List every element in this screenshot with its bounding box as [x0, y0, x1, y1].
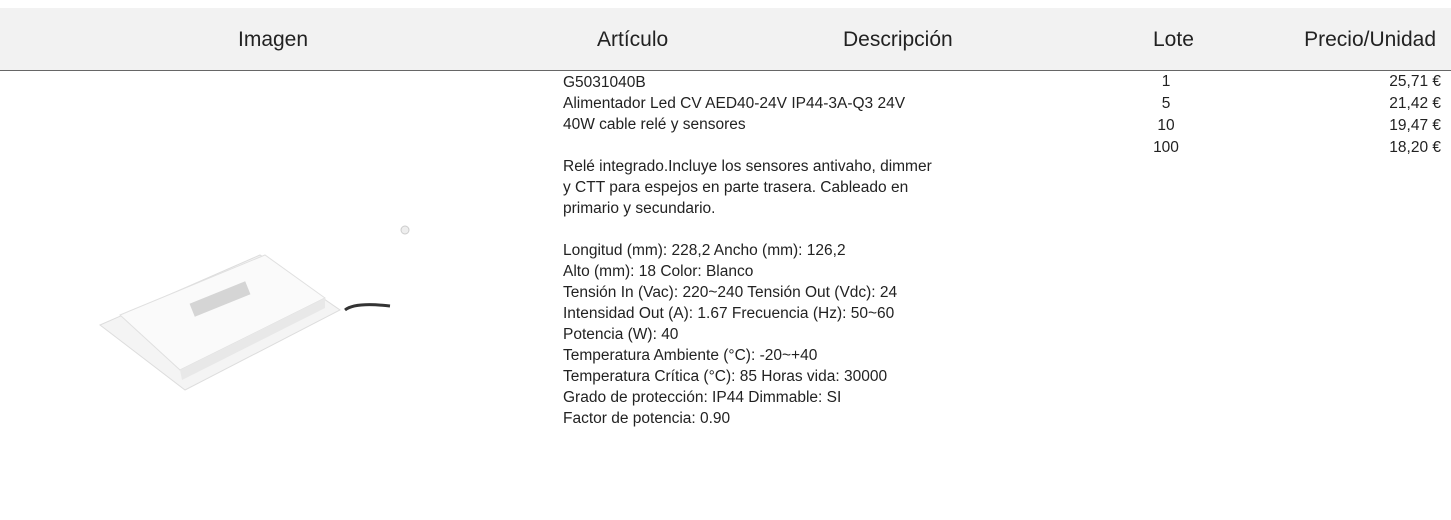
description: Relé integrado.Incluye los sensores anti…	[563, 158, 932, 175]
driver-side	[180, 298, 325, 380]
article-name: Alimentador Led CV AED40-24V IP44-3A-Q3 …	[563, 95, 906, 112]
product-image	[99, 225, 410, 391]
unit-price: 25,71 €	[1389, 73, 1441, 90]
column-header: Imagen	[238, 28, 309, 51]
spec-line: Intensidad Out (A): 1.67 Frecuencia (Hz)…	[563, 305, 895, 322]
spec-line: Temperatura Ambiente (°C): -20~+40	[563, 347, 818, 364]
description: y CTT para espejos en parte trasera. Cab…	[563, 179, 909, 196]
spec-line: Potencia (W): 40	[563, 326, 679, 343]
lot: 5	[1161, 95, 1171, 112]
spec-line: Factor de potencia: 0.90	[563, 410, 731, 427]
table-header: Imagen Artículo Descripción Lote Precio/…	[0, 8, 1451, 71]
sensor	[400, 225, 410, 235]
unit-price: 21,42 €	[1389, 95, 1441, 112]
spec-line: Tensión In (Vac): 220~240 Tensión Out (V…	[563, 284, 898, 301]
unit-price: 18,20 €	[1389, 139, 1441, 156]
spec-line: Alto (mm): 18 Color: Blanco	[563, 263, 754, 280]
description: primario y secundario.	[563, 200, 716, 217]
spec-line: Longitud (mm): 228,2 Ancho (mm): 126,2	[563, 242, 846, 259]
lot: 1	[1161, 73, 1171, 90]
unit-price: 19,47 €	[1389, 117, 1441, 134]
cable	[344, 303, 391, 312]
column-header: Descripción	[843, 28, 953, 51]
column-header: Artículo	[597, 28, 669, 51]
lot: 10	[1157, 117, 1175, 134]
article-code: G5031040B	[563, 74, 646, 91]
spec-line: Temperatura Crítica (°C): 85 Horas vida:…	[563, 368, 888, 385]
column-header: Lote	[1153, 28, 1194, 51]
article-name: 40W cable relé y sensores	[563, 116, 746, 133]
label-print	[189, 281, 251, 317]
lot: 100	[1153, 139, 1179, 156]
column-header: Precio/Unidad	[1304, 28, 1436, 51]
spec-line: Grado de protección: IP44 Dimmable: SI	[563, 389, 842, 406]
